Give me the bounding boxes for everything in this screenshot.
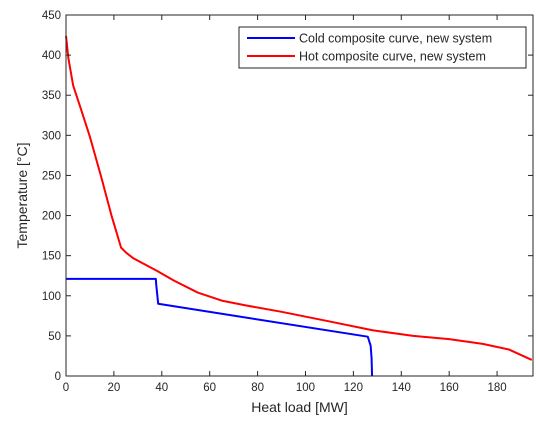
x-tick-label: 140 — [392, 382, 411, 394]
legend-label-hot: Hot composite curve, new system — [299, 50, 486, 64]
plot-frame — [65, 14, 534, 377]
y-tick-label: 100 — [42, 291, 61, 303]
cold-composite-curve-line — [66, 277, 374, 377]
x-tick-label: 180 — [487, 382, 506, 394]
y-tick-label: 400 — [42, 50, 61, 62]
y-tick-label: 200 — [42, 211, 61, 223]
tick-layer: 0 20 40 60 80 100 120 140 160 180 0 50 100 150 200 250 3… — [42, 10, 533, 394]
y-tick-label: 250 — [42, 170, 61, 182]
y-tick-label: 350 — [42, 90, 61, 102]
y-tick-label: 450 — [42, 10, 61, 22]
y-tick-label: 300 — [42, 130, 61, 142]
x-tick-label: 80 — [251, 382, 264, 394]
y-axis-title: Temperature [°C] — [14, 143, 30, 249]
y-tick-label: 0 — [55, 371, 61, 383]
x-tick-label: 100 — [296, 382, 315, 394]
x-tick-label: 160 — [440, 382, 459, 394]
legend-box — [238, 26, 527, 69]
x-tick-label: 0 — [63, 382, 69, 394]
legend-label-cold: Cold composite curve, new system — [299, 32, 492, 46]
y-tick-label: 50 — [48, 331, 61, 343]
x-tick-label: 60 — [203, 382, 216, 394]
series-layer — [65, 35, 533, 377]
hot-composite-curve-line — [65, 35, 533, 361]
y-tick-label: 150 — [42, 251, 61, 263]
x-tick-label: 20 — [107, 382, 120, 394]
legend: Cold composite curve, new system Hot com… — [238, 26, 527, 69]
x-tick-label: 120 — [344, 382, 363, 394]
plot-area — [66, 15, 533, 376]
x-axis-title: Heat load [MW] — [251, 399, 347, 415]
x-tick-label: 40 — [155, 382, 168, 394]
